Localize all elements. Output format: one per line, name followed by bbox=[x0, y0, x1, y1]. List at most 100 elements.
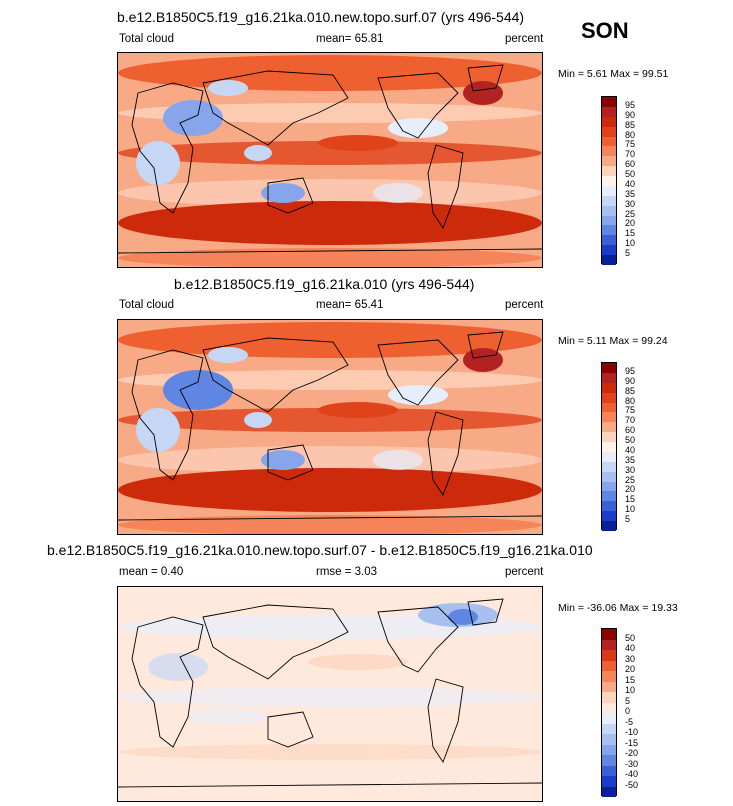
colorbar-swatch bbox=[602, 225, 616, 236]
coastline bbox=[267, 711, 314, 748]
coastline bbox=[267, 444, 314, 481]
panel-1-units-label: percent bbox=[505, 33, 544, 45]
colorbar-tick-label: 30 bbox=[625, 198, 636, 209]
panel-3-minmax: Min = -36.06 Max = 19.33 bbox=[558, 602, 678, 614]
colorbar-tick-label: 10 bbox=[625, 685, 636, 695]
colorbar-swatch bbox=[602, 629, 616, 640]
colorbar-tick-label: 5 bbox=[625, 695, 631, 706]
colorbar-swatch bbox=[602, 491, 616, 502]
colorbar-tick-label: 15 bbox=[625, 494, 636, 505]
coastline bbox=[118, 515, 542, 521]
coastline bbox=[377, 339, 459, 406]
field-contour bbox=[244, 145, 272, 161]
colorbar-swatch bbox=[602, 776, 616, 787]
colorbar-tick-label: 50 bbox=[625, 632, 636, 643]
field-contour bbox=[163, 100, 223, 136]
panel-1-field bbox=[118, 53, 542, 267]
panel-2-field bbox=[118, 320, 542, 534]
panel-2-map bbox=[117, 319, 543, 535]
colorbar-tick-label: 40 bbox=[625, 178, 636, 189]
colorbar-tick-label: 80 bbox=[625, 395, 636, 406]
panel-2-units-label: percent bbox=[505, 299, 544, 311]
colorbar-tick-label: 85 bbox=[625, 385, 636, 396]
colorbar-swatch bbox=[602, 734, 616, 745]
colorbar-swatch bbox=[602, 106, 616, 117]
field-contour bbox=[318, 135, 398, 151]
colorbar-tick-label: 5 bbox=[625, 248, 631, 259]
field-contour bbox=[373, 450, 423, 470]
colorbar-swatch bbox=[602, 97, 616, 107]
panel-3-rmse-label: rmse = 3.03 bbox=[316, 566, 378, 578]
field-contour bbox=[373, 183, 423, 203]
colorbar-swatch bbox=[602, 702, 616, 713]
colorbar-swatch bbox=[602, 126, 616, 137]
colorbar-swatch bbox=[602, 363, 616, 373]
colorbar-tick-label: -30 bbox=[625, 758, 639, 769]
colorbar-swatch bbox=[602, 205, 616, 216]
colorbar-swatch bbox=[602, 166, 616, 176]
colorbar-swatch bbox=[602, 744, 616, 755]
colorbar-swatch bbox=[602, 451, 616, 462]
field-contour bbox=[208, 80, 248, 96]
field-contour bbox=[118, 141, 542, 165]
colorbar-swatch bbox=[602, 650, 616, 661]
colorbar-swatch bbox=[602, 422, 616, 433]
panel-3-colorbar bbox=[601, 628, 617, 797]
colorbar-swatch bbox=[602, 185, 616, 196]
colorbar-tick-label: 0 bbox=[625, 706, 631, 716]
colorbar-tick-label: 20 bbox=[625, 664, 636, 674]
field-contour bbox=[308, 654, 408, 670]
colorbar-swatch bbox=[602, 156, 616, 167]
field-contour bbox=[118, 179, 542, 207]
panel-2-minmax: Min = 5.11 Max = 99.24 bbox=[558, 335, 668, 347]
colorbar-swatch bbox=[602, 681, 616, 692]
colorbar-tick-label: -10 bbox=[625, 727, 639, 737]
field-contour bbox=[118, 446, 542, 474]
colorbar-tick-label: 60 bbox=[625, 425, 636, 436]
colorbar-tick-label: 75 bbox=[625, 139, 636, 150]
colorbar-tick-label: 30 bbox=[625, 653, 636, 664]
colorbar-tick-label: -40 bbox=[625, 769, 639, 779]
colorbar-swatch bbox=[602, 255, 616, 265]
field-contour bbox=[388, 118, 448, 138]
colorbar-swatch bbox=[602, 713, 616, 724]
colorbar-swatch bbox=[602, 176, 616, 186]
coastline bbox=[377, 72, 459, 139]
colorbar-swatch bbox=[602, 521, 616, 531]
colorbar-tick-label: 80 bbox=[625, 129, 636, 140]
colorbar-swatch bbox=[602, 136, 616, 147]
coastline bbox=[427, 678, 464, 763]
colorbar-tick-label: 70 bbox=[625, 149, 636, 160]
panel-1-title: b.e12.B1850C5.f19_g16.21ka.010.new.topo.… bbox=[117, 9, 525, 25]
field-contour bbox=[163, 370, 233, 410]
colorbar-tick-label: 95 bbox=[625, 365, 636, 376]
colorbar-tick-label: 50 bbox=[625, 435, 636, 446]
field-contour bbox=[118, 744, 542, 760]
colorbar-tick-label: 25 bbox=[625, 208, 636, 219]
panel-1-minmax: Min = 5.61 Max = 99.51 bbox=[558, 68, 669, 80]
colorbar-tick-label: 10 bbox=[625, 238, 636, 249]
field-contour bbox=[136, 141, 180, 185]
colorbar-tick-label: 20 bbox=[625, 218, 636, 229]
colorbar-tick-label: 35 bbox=[625, 188, 636, 199]
field-contour bbox=[118, 103, 542, 123]
coastline bbox=[118, 782, 542, 788]
coastline bbox=[131, 616, 204, 748]
colorbar-tick-label: 15 bbox=[625, 228, 636, 239]
season-label: SON bbox=[581, 18, 629, 43]
colorbar-swatch bbox=[602, 471, 616, 482]
colorbar-swatch bbox=[602, 671, 616, 682]
field-contour bbox=[261, 450, 305, 470]
coastline bbox=[131, 349, 204, 481]
coastline bbox=[202, 337, 349, 413]
field-contour bbox=[463, 348, 503, 372]
coastline bbox=[267, 177, 314, 214]
coastline bbox=[427, 411, 464, 496]
colorbar-swatch bbox=[602, 461, 616, 472]
colorbar-tick-label: -5 bbox=[625, 716, 634, 727]
field-contour bbox=[208, 347, 248, 363]
colorbar-tick-label: 95 bbox=[625, 99, 636, 110]
colorbar-swatch bbox=[602, 765, 616, 776]
coastline bbox=[377, 606, 459, 673]
field-contour bbox=[388, 385, 448, 405]
